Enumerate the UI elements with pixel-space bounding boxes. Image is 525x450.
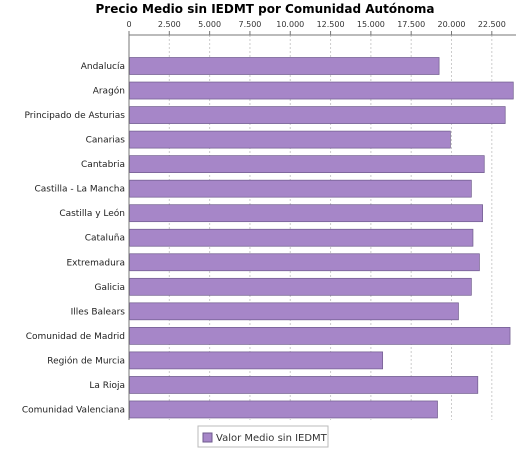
category-label: Región de Murcia xyxy=(47,355,125,366)
category-labels: Andalucía Aragón Principado de Asturias Can… xyxy=(22,62,125,415)
x-tick-label: 20.000 xyxy=(438,20,466,29)
x-tick-label: 2.500 xyxy=(158,20,181,29)
bar xyxy=(129,57,440,75)
category-label: Extremadura xyxy=(67,258,126,268)
category-label: Canarias xyxy=(86,136,126,146)
bar xyxy=(129,400,438,419)
bar xyxy=(129,277,472,296)
bar xyxy=(129,228,474,247)
category-label: Cataluña xyxy=(85,234,125,244)
x-tick-label: 10.000 xyxy=(276,20,304,29)
bar xyxy=(129,204,483,223)
x-tick-label: 7.500 xyxy=(238,20,261,29)
x-tick-label: 0 xyxy=(126,20,131,29)
bar xyxy=(129,130,451,149)
bar xyxy=(129,253,480,272)
category-label: Galicia xyxy=(95,283,125,293)
bar xyxy=(129,179,472,198)
legend: Valor Medio sin IEDMT xyxy=(197,425,329,448)
category-label: Castilla y León xyxy=(59,208,125,219)
category-label: Andalucía xyxy=(81,62,125,72)
bar xyxy=(129,106,506,124)
x-axis-ticks: 0 2.500 5.000 7.500 10.000 12.500 15.000 17.500… xyxy=(126,20,506,35)
bar xyxy=(129,81,514,100)
bar xyxy=(129,376,479,394)
chart-title: Precio Medio sin IEDMT por Comunidad Aut… xyxy=(96,2,435,16)
category-label: Castilla - La Mancha xyxy=(34,185,125,195)
x-tick-label: 5.000 xyxy=(198,20,221,29)
category-label: Comunidad Valenciana xyxy=(22,405,125,415)
x-tick-label: 12.500 xyxy=(317,20,345,29)
bar xyxy=(129,302,459,321)
x-tick-label: 17.500 xyxy=(397,20,425,29)
category-label: Aragón xyxy=(93,86,125,97)
legend-box xyxy=(197,425,329,448)
bar xyxy=(129,327,511,345)
legend-label: Valor Medio sin IEDMT xyxy=(216,433,328,444)
bar xyxy=(129,351,384,370)
x-tick-label: 15.000 xyxy=(357,20,385,29)
bar xyxy=(129,155,485,173)
category-label: Principado de Asturias xyxy=(24,111,125,121)
category-label: Illes Balears xyxy=(71,307,126,317)
legend-swatch xyxy=(202,432,213,443)
category-label: Comunidad de Madrid xyxy=(26,332,125,342)
category-label: La Rioja xyxy=(89,381,125,391)
x-tick-label: 22.500 xyxy=(478,20,506,29)
bars xyxy=(129,57,514,419)
category-label: Cantabria xyxy=(81,160,125,170)
